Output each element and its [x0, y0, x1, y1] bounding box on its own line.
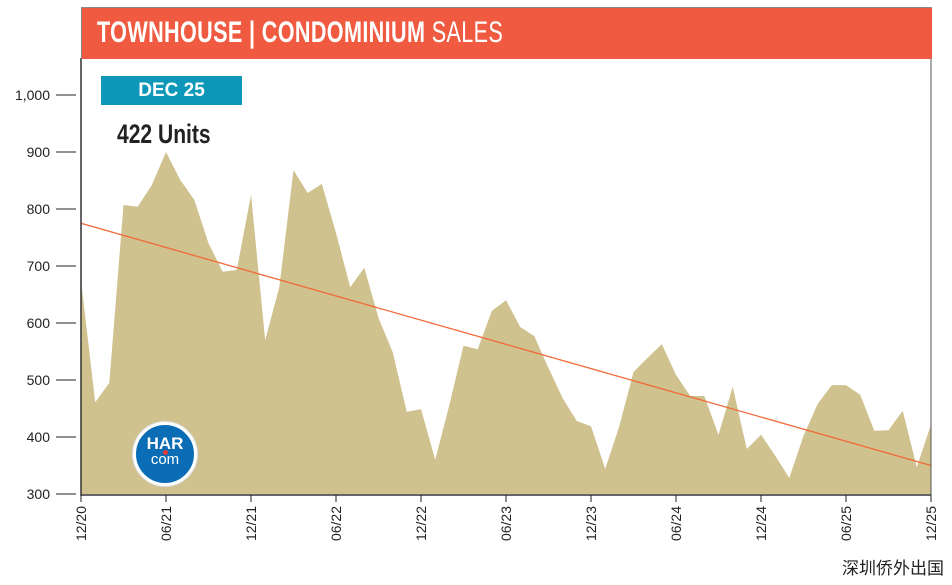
y-tick-label: 1,000 — [15, 87, 50, 103]
har-logo: HAR com — [133, 422, 197, 486]
current-value-label: 422 Units — [117, 119, 211, 149]
logo-dot — [163, 450, 168, 455]
x-tick-label: 12/20 — [73, 506, 89, 541]
x-tick-label: 12/25 — [923, 506, 939, 541]
title-bar: TOWNHOUSE | CONDOMINIUM SALES — [81, 7, 932, 59]
area-series — [81, 152, 931, 494]
title-bold: TOWNHOUSE | CONDOMINIUM — [97, 16, 426, 49]
x-tick-label: 06/21 — [158, 506, 174, 541]
x-tick-label: 12/21 — [243, 506, 259, 541]
logo-text-bottom: com — [150, 451, 180, 468]
trendline — [80, 222, 932, 467]
y-tick-label: 900 — [27, 144, 51, 160]
y-tick-label: 700 — [27, 258, 51, 274]
y-tick-label: 400 — [27, 429, 51, 445]
y-tick-label: 600 — [27, 315, 51, 331]
y-tick-label: 300 — [27, 486, 51, 502]
x-tick-label: 06/23 — [498, 506, 514, 541]
x-tick-label: 12/22 — [413, 506, 429, 541]
logo-text-top: HAR — [146, 434, 184, 453]
chart-title: TOWNHOUSE | CONDOMINIUM SALES — [97, 16, 503, 50]
x-tick-label: 06/22 — [328, 506, 344, 541]
x-tick-label: 12/24 — [753, 506, 769, 541]
y-tick-label: 800 — [27, 201, 51, 217]
watermark: 深圳侨外出国 — [842, 559, 944, 579]
period-badge: DEC 25 — [101, 76, 242, 105]
title-light: SALES — [431, 16, 504, 49]
y-tick-label: 500 — [27, 372, 51, 388]
x-tick-label: 06/25 — [838, 506, 854, 541]
x-tick-label: 12/23 — [583, 506, 599, 541]
x-tick-label: 06/24 — [668, 506, 684, 541]
